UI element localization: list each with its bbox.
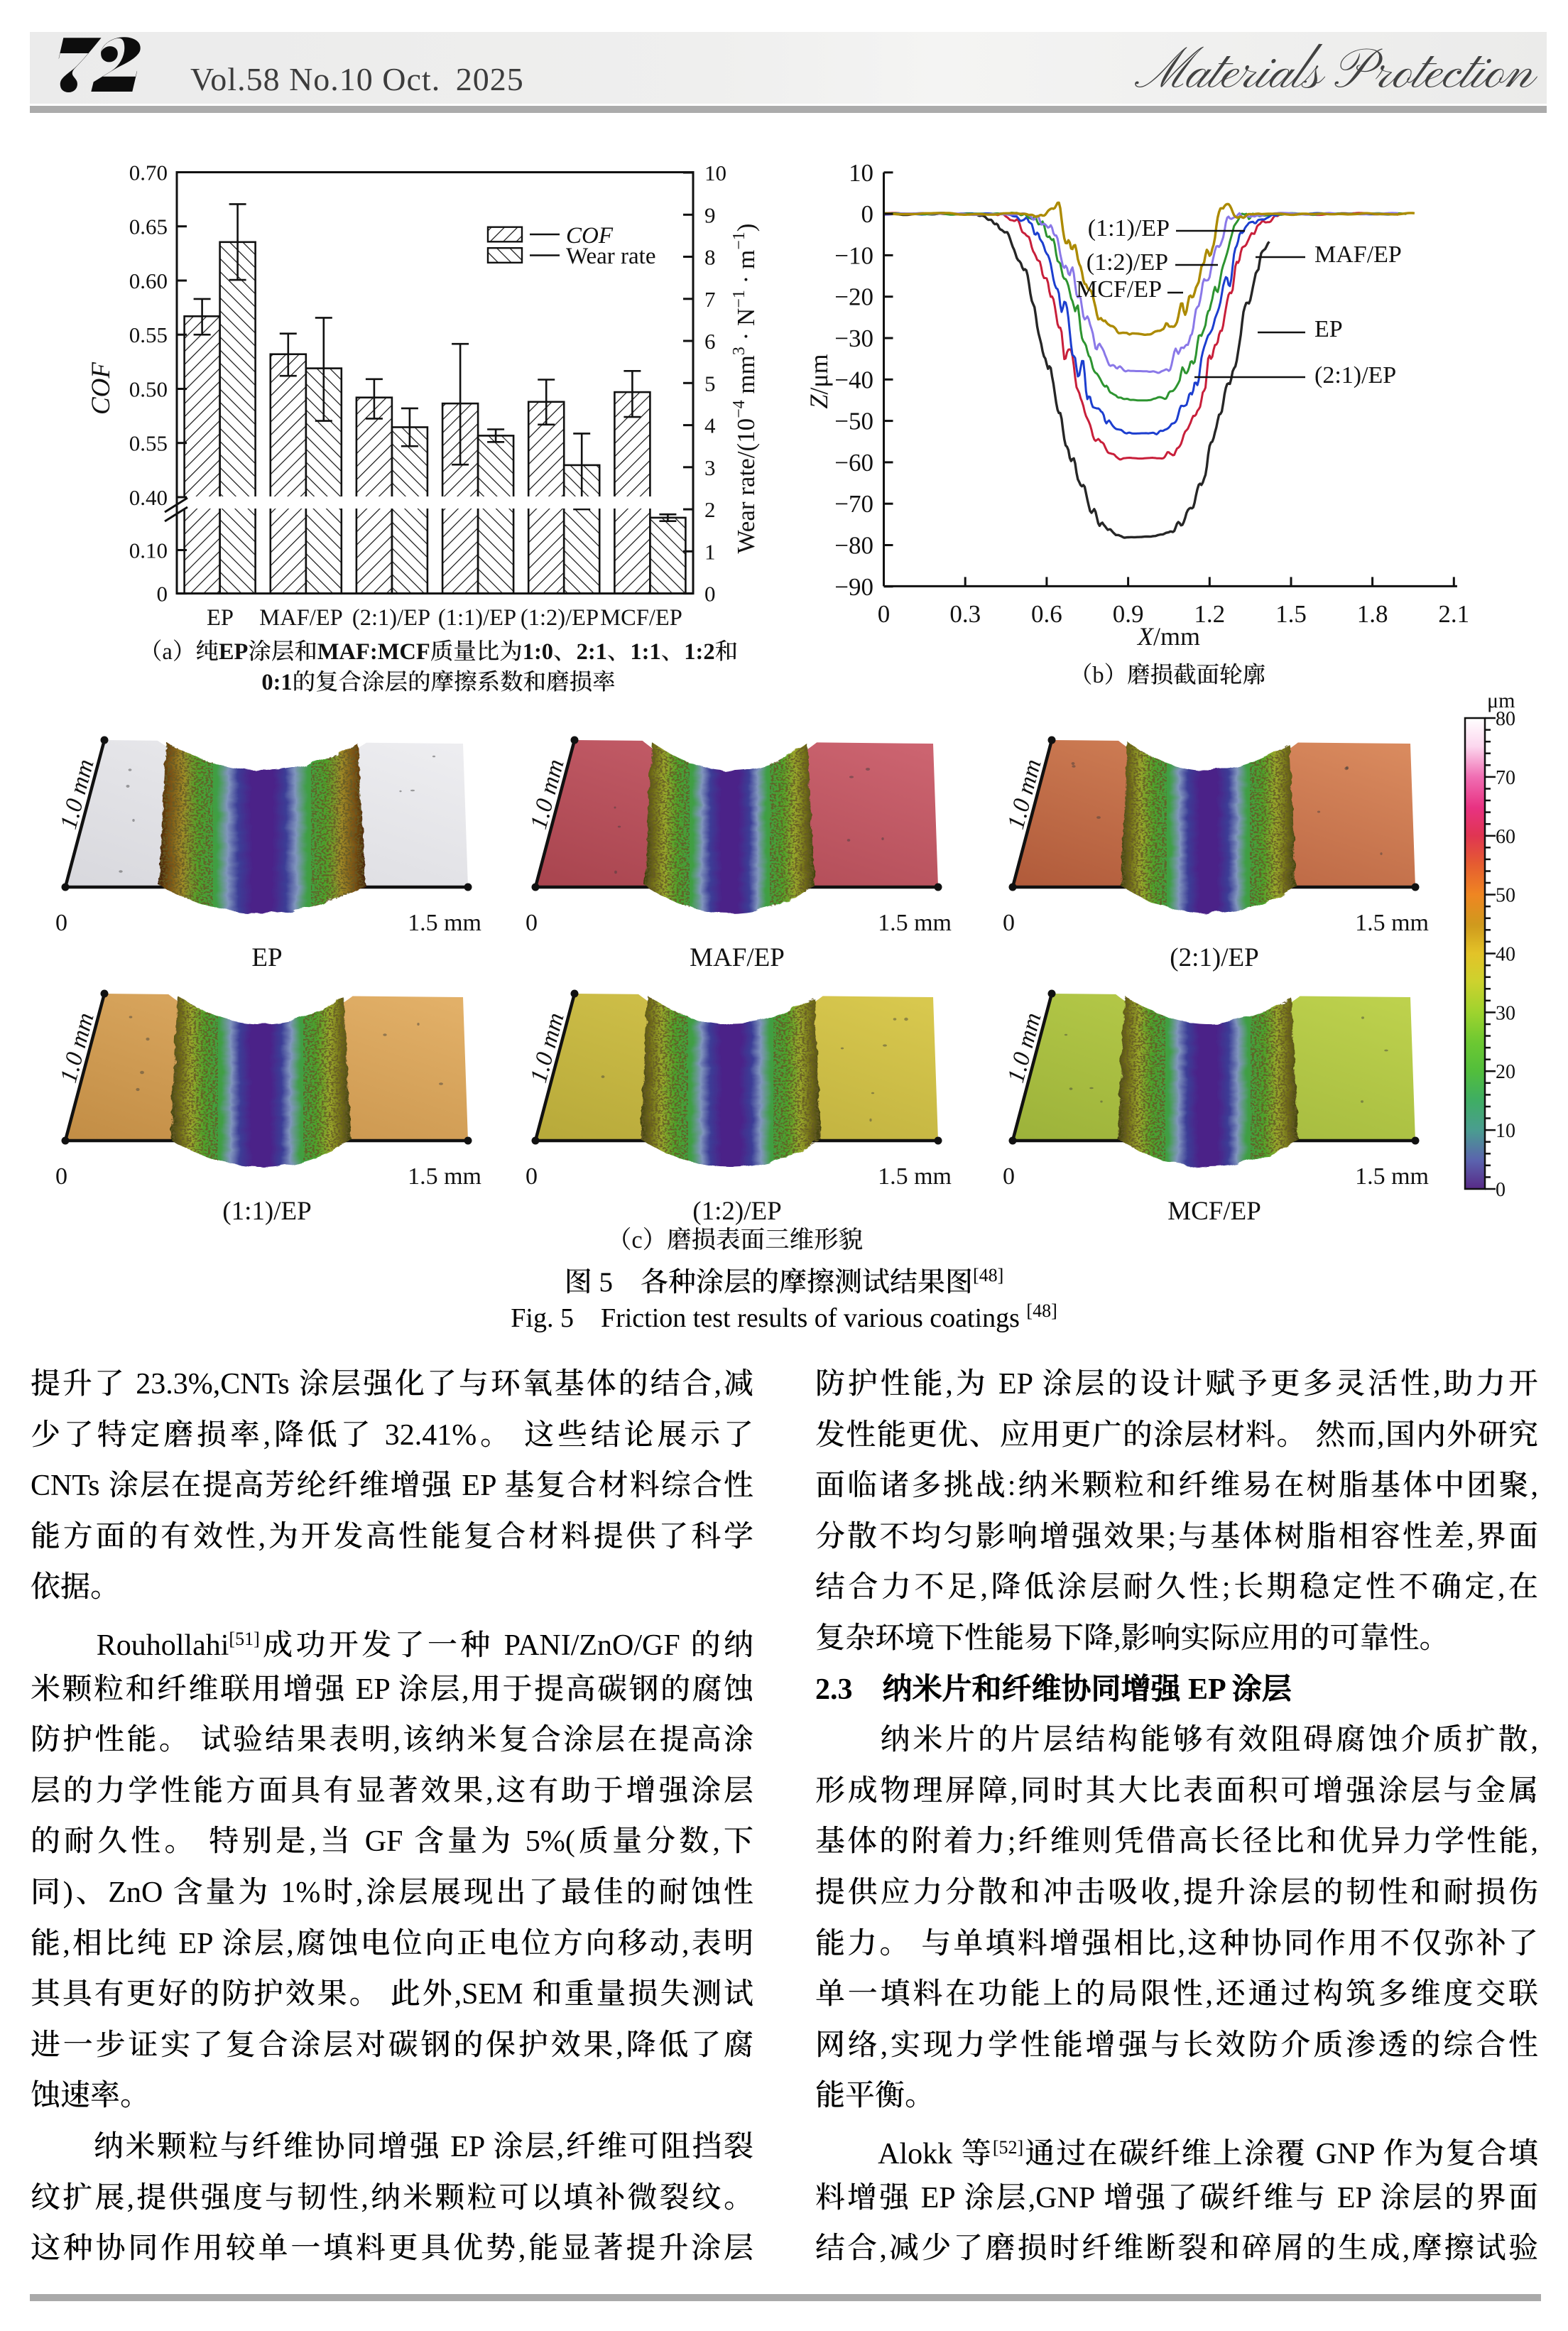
svg-text:(2:1)/EP: (2:1)/EP bbox=[352, 605, 430, 631]
svg-text:10: 10 bbox=[849, 159, 873, 187]
svg-text:0.50: 0.50 bbox=[129, 377, 168, 402]
svg-text:2.1: 2.1 bbox=[1438, 600, 1469, 628]
svg-text:30: 30 bbox=[1496, 1002, 1515, 1024]
svg-text:−90: −90 bbox=[834, 573, 873, 601]
svg-text:1: 1 bbox=[704, 539, 716, 564]
svg-text:1.2: 1.2 bbox=[1194, 600, 1225, 628]
svg-text:0: 0 bbox=[1003, 910, 1015, 936]
svg-text:1.5: 1.5 bbox=[1275, 600, 1307, 628]
svg-text:80: 80 bbox=[1496, 708, 1515, 730]
svg-text:EP: EP bbox=[1314, 316, 1343, 342]
svg-text:COF: COF bbox=[87, 362, 116, 415]
svg-text:1.5 mm: 1.5 mm bbox=[878, 1163, 952, 1190]
svg-text:4: 4 bbox=[704, 413, 716, 438]
svg-text:0.40: 0.40 bbox=[129, 485, 168, 510]
svg-text:0.6: 0.6 bbox=[1031, 600, 1062, 628]
svg-text:MCF/EP: MCF/EP bbox=[600, 605, 682, 631]
svg-text:1.5 mm: 1.5 mm bbox=[408, 1163, 481, 1190]
svg-text:MAF/EP: MAF/EP bbox=[690, 943, 785, 972]
svg-text:Wear rate/(10−4 mm3 · N−1 · m−: Wear rate/(10−4 mm3 · N−1 · m−1) bbox=[730, 224, 760, 554]
svg-text:9: 9 bbox=[704, 202, 716, 227]
svg-text:COF: COF bbox=[566, 223, 614, 249]
svg-text:−40: −40 bbox=[834, 366, 873, 393]
svg-text:10: 10 bbox=[1496, 1120, 1515, 1142]
svg-text:0: 0 bbox=[704, 582, 716, 607]
svg-text:50: 50 bbox=[1496, 885, 1515, 907]
svg-text:X/mm: X/mm bbox=[1136, 622, 1200, 651]
svg-text:−80: −80 bbox=[834, 532, 873, 560]
svg-text:(1:2)/EP: (1:2)/EP bbox=[1087, 249, 1168, 276]
svg-text:0: 0 bbox=[526, 1163, 538, 1190]
svg-text:0: 0 bbox=[55, 1163, 67, 1190]
svg-text:(1:1)/EP: (1:1)/EP bbox=[222, 1197, 311, 1226]
svg-text:−20: −20 bbox=[834, 283, 873, 311]
svg-text:0.10: 0.10 bbox=[129, 538, 168, 563]
svg-text:μm: μm bbox=[1487, 689, 1515, 712]
svg-text:(1:1)/EP: (1:1)/EP bbox=[1088, 215, 1170, 241]
svg-text:2: 2 bbox=[704, 497, 716, 522]
svg-text:0.55: 0.55 bbox=[129, 322, 168, 347]
svg-text:7: 7 bbox=[704, 287, 716, 312]
svg-text:0: 0 bbox=[861, 200, 874, 228]
svg-text:(1:1)/EP: (1:1)/EP bbox=[438, 605, 516, 631]
svg-text:0: 0 bbox=[878, 600, 891, 628]
svg-text:1.5 mm: 1.5 mm bbox=[1355, 1163, 1429, 1190]
svg-text:−30: −30 bbox=[834, 325, 873, 352]
svg-text:0: 0 bbox=[157, 582, 168, 607]
svg-text:20: 20 bbox=[1496, 1061, 1515, 1083]
svg-text:0.65: 0.65 bbox=[129, 214, 168, 239]
svg-text:(2:1)/EP: (2:1)/EP bbox=[1314, 362, 1396, 388]
svg-text:0.60: 0.60 bbox=[129, 268, 168, 293]
svg-text:MCF/EP: MCF/EP bbox=[1167, 1197, 1261, 1226]
svg-text:EP: EP bbox=[207, 605, 234, 631]
svg-text:10: 10 bbox=[704, 161, 726, 185]
svg-text:1.5 mm: 1.5 mm bbox=[408, 910, 481, 936]
svg-text:MCF/EP: MCF/EP bbox=[1076, 276, 1162, 303]
svg-text:(1:2)/EP: (1:2)/EP bbox=[521, 605, 599, 631]
svg-text:−60: −60 bbox=[834, 449, 873, 477]
svg-text:0.70: 0.70 bbox=[129, 161, 168, 185]
svg-text:1.8: 1.8 bbox=[1357, 600, 1388, 628]
svg-text:0: 0 bbox=[1003, 1163, 1015, 1190]
svg-text:Z/μm: Z/μm bbox=[805, 354, 833, 408]
svg-text:−10: −10 bbox=[834, 241, 873, 269]
svg-text:−70: −70 bbox=[834, 490, 873, 518]
svg-text:0: 0 bbox=[55, 910, 67, 936]
svg-text:(2:1)/EP: (2:1)/EP bbox=[1170, 943, 1258, 972]
svg-text:5: 5 bbox=[704, 371, 716, 396]
svg-text:60: 60 bbox=[1496, 826, 1515, 848]
svg-text:Wear rate: Wear rate bbox=[566, 244, 656, 269]
svg-text:3: 3 bbox=[704, 455, 716, 480]
svg-text:40: 40 bbox=[1496, 944, 1515, 966]
svg-text:8: 8 bbox=[704, 245, 716, 270]
svg-text:EP: EP bbox=[251, 943, 282, 972]
svg-text:1.5 mm: 1.5 mm bbox=[1355, 910, 1429, 936]
svg-text:6: 6 bbox=[704, 329, 716, 354]
svg-text:0.9: 0.9 bbox=[1113, 600, 1144, 628]
svg-text:0.55: 0.55 bbox=[129, 431, 168, 456]
svg-text:MAF/EP: MAF/EP bbox=[259, 605, 342, 631]
svg-text:0.3: 0.3 bbox=[949, 600, 981, 628]
svg-text:−50: −50 bbox=[834, 408, 873, 435]
svg-text:0: 0 bbox=[526, 910, 538, 936]
svg-text:(1:2)/EP: (1:2)/EP bbox=[692, 1197, 781, 1226]
svg-text:0: 0 bbox=[1496, 1179, 1506, 1201]
svg-text:70: 70 bbox=[1496, 767, 1515, 789]
svg-text:1.5 mm: 1.5 mm bbox=[878, 910, 952, 936]
svg-text:MAF/EP: MAF/EP bbox=[1314, 241, 1402, 268]
